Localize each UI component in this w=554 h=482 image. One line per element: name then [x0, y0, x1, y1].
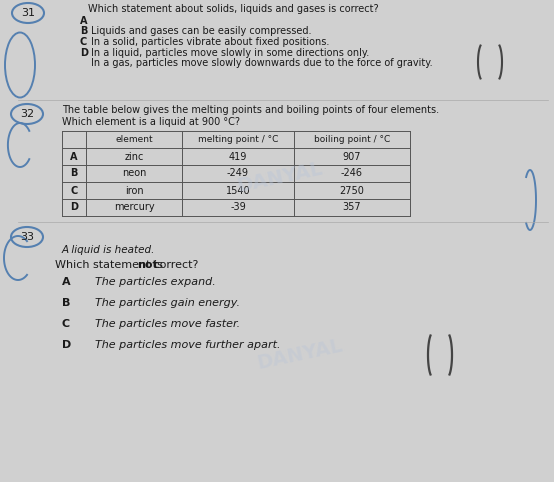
- Text: iron: iron: [125, 186, 143, 196]
- Text: element: element: [115, 135, 153, 144]
- Text: The particles move faster.: The particles move faster.: [95, 319, 240, 329]
- Text: The particles expand.: The particles expand.: [95, 277, 216, 287]
- Text: The table below gives the melting points and boiling points of four elements.: The table below gives the melting points…: [62, 105, 439, 115]
- Text: A: A: [62, 277, 70, 287]
- Text: B: B: [80, 27, 88, 37]
- Text: C: C: [62, 319, 70, 329]
- Text: D: D: [62, 340, 71, 350]
- Text: correct?: correct?: [151, 260, 199, 270]
- Text: melting point / °C: melting point / °C: [198, 135, 278, 144]
- Text: 2750: 2750: [340, 186, 365, 196]
- Text: DANYAL: DANYAL: [235, 160, 325, 196]
- Text: 32: 32: [20, 109, 34, 119]
- Text: 31: 31: [21, 8, 35, 18]
- Text: neon: neon: [122, 169, 146, 178]
- Text: 907: 907: [343, 151, 361, 161]
- Text: -39: -39: [230, 202, 246, 213]
- Text: In a solid, particles vibrate about fixed positions.: In a solid, particles vibrate about fixe…: [91, 37, 330, 47]
- Text: Which element is a liquid at 900 °C?: Which element is a liquid at 900 °C?: [62, 117, 240, 127]
- Text: 33: 33: [20, 232, 34, 242]
- Text: 1540: 1540: [225, 186, 250, 196]
- Text: boiling point / °C: boiling point / °C: [314, 135, 390, 144]
- Text: Which statement about solids, liquids and gases is correct?: Which statement about solids, liquids an…: [88, 4, 378, 14]
- Text: The particles move further apart.: The particles move further apart.: [95, 340, 280, 350]
- Text: B: B: [70, 169, 78, 178]
- Text: In a liquid, particles move slowly in some directions only.: In a liquid, particles move slowly in so…: [91, 48, 370, 57]
- Text: DANYAL: DANYAL: [255, 336, 345, 374]
- Text: D: D: [80, 48, 88, 57]
- Text: A liquid is heated.: A liquid is heated.: [62, 245, 155, 255]
- Text: zinc: zinc: [124, 151, 143, 161]
- Text: 419: 419: [229, 151, 247, 161]
- Text: -246: -246: [341, 169, 363, 178]
- Text: D: D: [70, 202, 78, 213]
- Text: A: A: [80, 16, 88, 26]
- Text: Liquids and gases can be easily compressed.: Liquids and gases can be easily compress…: [91, 27, 311, 37]
- Text: The particles gain energy.: The particles gain energy.: [95, 298, 240, 308]
- Text: 357: 357: [343, 202, 361, 213]
- Text: In a gas, particles move slowly downwards due to the force of gravity.: In a gas, particles move slowly downward…: [91, 58, 433, 68]
- Text: B: B: [62, 298, 70, 308]
- Text: -249: -249: [227, 169, 249, 178]
- Text: not: not: [137, 260, 157, 270]
- Text: C: C: [70, 186, 78, 196]
- Text: C: C: [80, 37, 87, 47]
- Text: A: A: [70, 151, 78, 161]
- Text: mercury: mercury: [114, 202, 155, 213]
- Text: Which statement is: Which statement is: [55, 260, 166, 270]
